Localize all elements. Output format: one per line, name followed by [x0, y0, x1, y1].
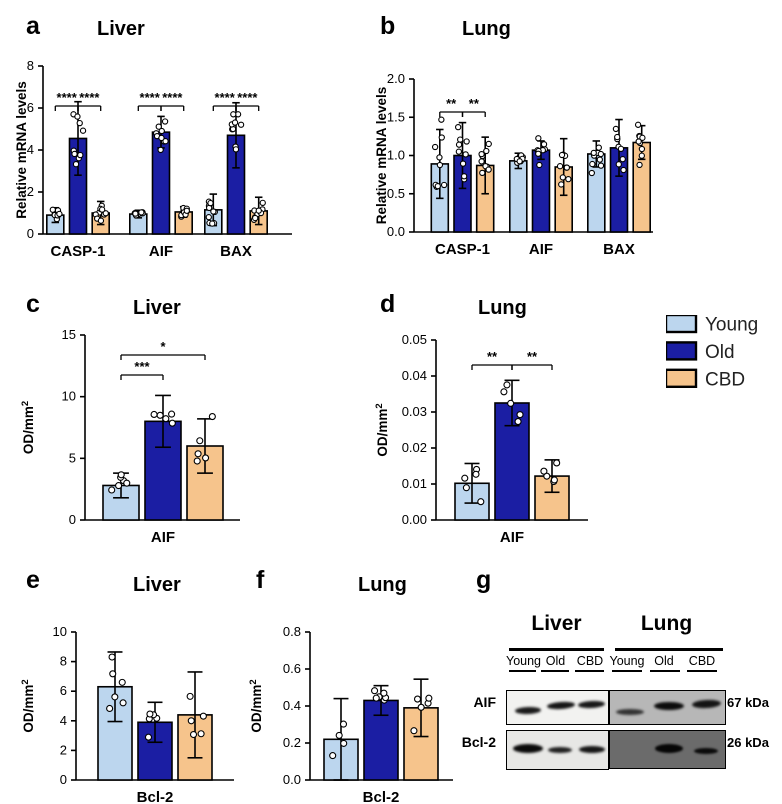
svg-text:AIF: AIF	[500, 529, 524, 546]
svg-text:****: ****	[79, 90, 100, 105]
svg-text:Relative mRNA levels: Relative mRNA levels	[374, 87, 389, 225]
svg-text:Young: Young	[705, 315, 758, 336]
svg-text:****: ****	[162, 90, 183, 105]
svg-text:*: *	[160, 339, 166, 354]
svg-text:0.2: 0.2	[283, 735, 301, 750]
svg-text:0.6: 0.6	[283, 661, 301, 676]
svg-text:5: 5	[69, 450, 76, 465]
svg-text:8: 8	[27, 58, 34, 73]
svg-text:0.5: 0.5	[387, 186, 405, 201]
svg-text:0.05: 0.05	[402, 332, 427, 347]
svg-text:0.8: 0.8	[283, 624, 301, 639]
svg-text:Relative mRNA levels: Relative mRNA levels	[14, 81, 29, 219]
svg-text:****: ****	[140, 90, 161, 105]
svg-text:0.00: 0.00	[402, 512, 427, 527]
svg-text:2: 2	[60, 742, 67, 757]
svg-text:CASP-1: CASP-1	[435, 241, 490, 258]
svg-text:0.02: 0.02	[402, 440, 427, 455]
svg-text:AIF: AIF	[529, 241, 553, 258]
svg-text:Bcl-2: Bcl-2	[137, 789, 174, 803]
svg-text:OD/mm2: OD/mm2	[20, 401, 36, 454]
svg-text:0.04: 0.04	[402, 368, 427, 383]
svg-text:**: **	[446, 96, 457, 111]
svg-text:10: 10	[62, 389, 76, 404]
svg-text:Old: Old	[705, 342, 735, 363]
svg-text:0: 0	[60, 772, 67, 787]
svg-text:0.03: 0.03	[402, 404, 427, 419]
svg-text:**: **	[487, 349, 498, 364]
svg-text:10: 10	[53, 624, 67, 639]
svg-text:15: 15	[62, 327, 76, 342]
svg-text:**: **	[527, 349, 538, 364]
svg-text:0: 0	[69, 512, 76, 527]
svg-text:1.5: 1.5	[387, 109, 405, 124]
svg-text:AIF: AIF	[151, 529, 175, 546]
svg-text:**: **	[469, 96, 480, 111]
svg-text:8: 8	[60, 654, 67, 669]
svg-text:BAX: BAX	[220, 243, 252, 260]
svg-text:****: ****	[215, 90, 236, 105]
svg-text:4: 4	[60, 713, 67, 728]
svg-text:2.0: 2.0	[387, 71, 405, 86]
svg-text:OD/mm2: OD/mm2	[374, 403, 390, 456]
svg-text:0.0: 0.0	[283, 772, 301, 787]
svg-text:6: 6	[60, 683, 67, 698]
svg-text:****: ****	[57, 90, 78, 105]
svg-text:CBD: CBD	[705, 369, 745, 390]
svg-text:AIF: AIF	[149, 243, 173, 260]
svg-text:0: 0	[27, 226, 34, 241]
svg-text:OD/mm2: OD/mm2	[248, 679, 264, 732]
svg-text:BAX: BAX	[603, 241, 635, 258]
svg-text:0.0: 0.0	[387, 224, 405, 239]
svg-text:0.4: 0.4	[283, 698, 301, 713]
svg-text:Bcl-2: Bcl-2	[363, 789, 400, 803]
svg-text:OD/mm2: OD/mm2	[20, 679, 36, 732]
svg-text:****: ****	[237, 90, 258, 105]
svg-text:1.0: 1.0	[387, 148, 405, 163]
svg-text:0.01: 0.01	[402, 476, 427, 491]
svg-text:***: ***	[134, 359, 150, 374]
svg-text:CASP-1: CASP-1	[50, 243, 105, 260]
